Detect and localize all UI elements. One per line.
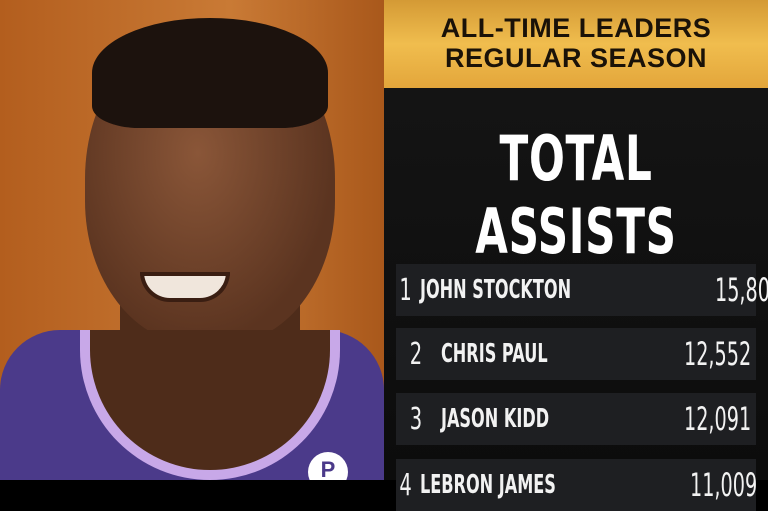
player-photo: P — [0, 0, 384, 480]
assists-value: 15,806 — [714, 271, 768, 309]
header-line1: ALL-TIME LEADERS — [440, 13, 712, 43]
assists-value: 12,091 — [684, 400, 752, 438]
leader-row: 3 JASON KIDD 12,091 — [396, 393, 756, 445]
player-name: CHRIS PAUL — [440, 339, 548, 369]
player-name: LEBRON JAMES — [420, 470, 556, 500]
leader-row: 4 LEBRON JAMES 11,009 — [396, 459, 758, 511]
assists-value: 11,009 — [690, 466, 758, 504]
assists-value: 12,552 — [684, 335, 752, 373]
rank: 1 — [399, 272, 412, 308]
rank: 2 — [409, 336, 423, 372]
jersey-logo-icon: P — [308, 452, 348, 480]
rank: 3 — [409, 401, 423, 437]
rank: 4 — [399, 467, 412, 503]
player-name: JOHN STOCKTON — [420, 275, 572, 305]
player-hair — [92, 18, 328, 128]
leader-row: 2 CHRIS PAUL 12,552 — [396, 328, 756, 380]
header-line2: REGULAR SEASON — [444, 43, 708, 73]
stat-title: TOTAL ASSISTS — [475, 122, 677, 268]
leader-row: 1 JOHN STOCKTON 15,806 — [396, 264, 768, 316]
header-banner: ALL-TIME LEADERS REGULAR SEASON — [384, 0, 768, 88]
player-name: JASON KIDD — [440, 404, 550, 434]
leaders-panel: ALL-TIME LEADERS REGULAR SEASON TOTAL AS… — [384, 0, 768, 511]
